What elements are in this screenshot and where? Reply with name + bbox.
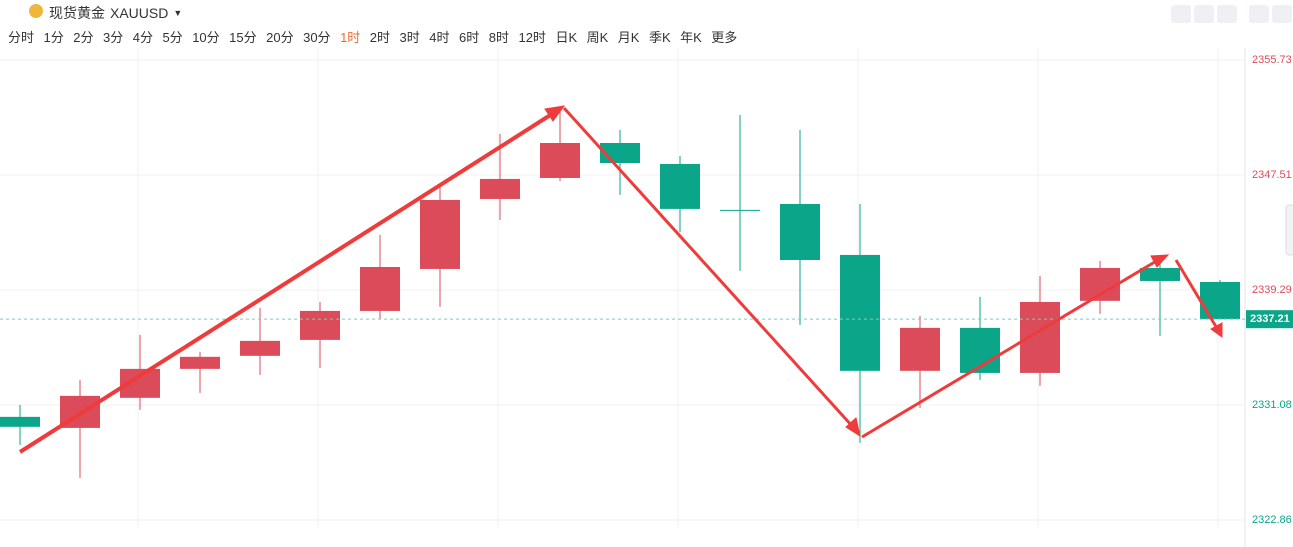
interval[interactable]: 月K <box>617 30 640 45</box>
interval[interactable]: 6时 <box>459 30 480 45</box>
candle-body <box>660 163 700 209</box>
current-price-box <box>1246 310 1293 329</box>
y-tick-label: 2322.86 <box>1252 514 1292 526</box>
symbol[interactable]: 现货黄金 XAUUSD ▼ <box>49 5 183 21</box>
interval[interactable]: 周K <box>586 30 609 45</box>
candle-body <box>180 356 220 369</box>
close-icon[interactable] <box>1272 5 1292 23</box>
interval[interactable]: 1时 <box>340 30 361 45</box>
interval[interactable]: 更多 <box>711 30 738 45</box>
candle-body <box>300 310 340 340</box>
candle-body <box>480 178 520 199</box>
intervals: 分时 1分 2分 3分 4分 5分 10分 15分 20分 30分 1时 2时 3时 4时 6时 8时 12时日… <box>8 27 737 46</box>
candle-body <box>0 416 40 427</box>
coin-icon <box>29 4 43 18</box>
fullscreen-icon[interactable] <box>1249 5 1269 23</box>
interval[interactable]: 1分 <box>43 30 64 45</box>
current-price-label: 2337.21 <box>1250 313 1290 325</box>
candle-body <box>1200 281 1240 320</box>
y-tick-label: 2331.08 <box>1252 399 1292 411</box>
interval[interactable]: 2时 <box>369 30 391 45</box>
candle-body <box>360 266 400 311</box>
y-tick-label: 2339.29 <box>1252 284 1292 296</box>
interval[interactable]: 日K <box>555 30 578 45</box>
interval[interactable]: 2分 <box>73 30 94 45</box>
tool-icon[interactable] <box>1194 5 1214 23</box>
tool-icon[interactable] <box>1217 5 1237 23</box>
y-tick-label: 2355.73 <box>1252 54 1292 66</box>
trend-arrows <box>18 105 1223 454</box>
interval[interactable]: 8时 <box>488 30 509 45</box>
interval[interactable]: 15分 <box>229 30 257 45</box>
interval[interactable]: 30分 <box>303 30 331 45</box>
interval[interactable]: 季K <box>648 30 671 45</box>
candle-body <box>240 340 280 356</box>
interval[interactable]: 4分 <box>132 30 153 45</box>
y-tick-label: 2347.51 <box>1252 169 1292 181</box>
interval[interactable]: 分时 <box>8 30 35 45</box>
interval[interactable]: 3分 <box>102 30 124 45</box>
tool-icon[interactable] <box>1171 5 1191 23</box>
toolbar: 现货黄金 XAUUSD ▼ 分时 1分 2分 3分 4分 5分 10分 15分 20分 30分 1时 2时… <box>0 0 1293 50</box>
interval[interactable]: 4时 <box>429 30 450 45</box>
candle-body <box>1140 267 1180 281</box>
interval[interactable]: 年K <box>680 30 702 45</box>
candle-body <box>840 254 880 371</box>
interval[interactable]: 5分 <box>162 30 183 45</box>
interval[interactable]: 3时 <box>399 30 420 45</box>
candle-body <box>540 142 580 178</box>
candle-body <box>780 204 820 260</box>
symbol-code: XAUUSD <box>110 5 169 21</box>
interval[interactable]: 12时 <box>518 30 546 45</box>
collapse-handle[interactable] <box>1285 204 1293 256</box>
candle-body <box>720 209 760 211</box>
candle-body <box>900 327 940 371</box>
candle-body <box>420 199 460 269</box>
interval[interactable]: 20分 <box>266 30 294 45</box>
time-grid <box>137 48 1219 528</box>
interval[interactable]: 10分 <box>192 30 220 45</box>
symbol-name: 现货黄金 <box>49 5 105 21</box>
